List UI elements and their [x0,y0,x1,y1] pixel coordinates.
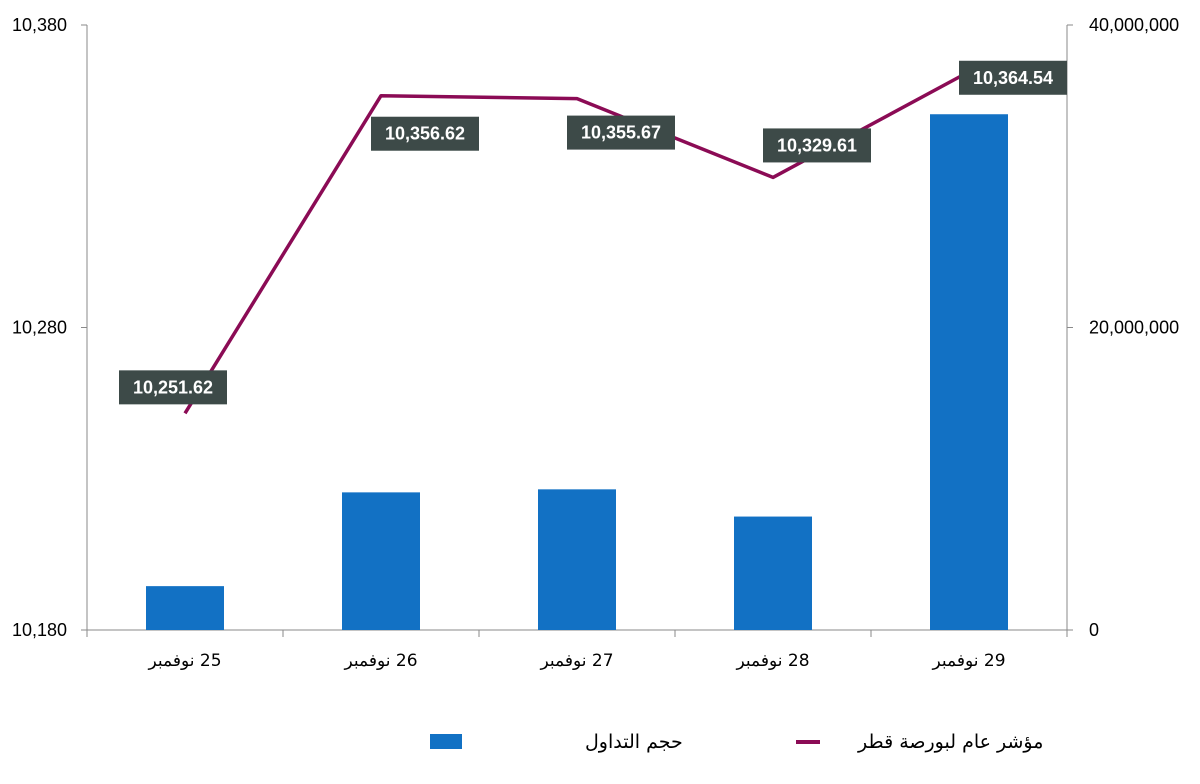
left-tick-label: 10,280 [12,318,67,338]
index-data-label-text: 10,355.67 [581,123,661,143]
volume-bar [930,114,1008,631]
volume-bar [342,492,420,630]
index-data-label: 10,329.61 [763,128,871,163]
index-data-label-text: 10,364.54 [973,68,1053,88]
index-data-label-bg [119,370,227,405]
index-data-label-text: 10,356.62 [385,124,465,144]
x-tick-label: 25 نوفمبر [147,651,221,671]
index-data-label-bg [371,116,479,151]
right-tick-label: 40,000,000 [1089,15,1179,35]
volume-bars [146,114,1008,631]
legend-item-index: مؤشر عام لبورصة قطر [796,731,1043,753]
right-tick-label: 0 [1089,620,1099,640]
data-labels: 10,251.62 10,356.62 10,355.67 10,329.61 10,3… [119,60,1067,405]
index-data-label: 10,355.67 [567,115,675,150]
index-data-label: 10,251.62 [119,370,227,405]
left-tick-label: 10,380 [12,15,67,35]
x-tick-label: 27 نوفمبر [539,651,613,671]
volume-bar [146,586,224,630]
index-data-label-bg [959,60,1067,95]
volume-bar [734,516,812,630]
right-tick-label: 20,000,000 [1089,318,1179,338]
index-data-label-text: 10,329.61 [777,135,857,155]
tick-labels: 10,180 10,280 10,380 0 20,000,000 40,000,000 2… [12,15,1179,671]
volume-bar [538,489,616,630]
index-data-label-bg [763,128,871,163]
legend: مؤشر عام لبورصة قطر حجم التداول [430,731,1043,753]
index-data-label: 10,364.54 [959,60,1067,95]
index-data-label: 10,356.62 [371,116,479,151]
index-data-label-text: 10,251.62 [133,377,213,397]
legend-item-volume: حجم التداول [430,731,683,753]
legend-label-index: مؤشر عام لبورصة قطر [857,731,1043,753]
x-tick-label: 29 نوفمبر [931,651,1005,671]
legend-bar-swatch [430,734,462,749]
x-tick-label: 26 نوفمبر [343,651,417,671]
x-tick-label: 28 نوفمبر [735,651,809,671]
index-data-label-bg [567,115,675,150]
left-tick-label: 10,180 [12,620,67,640]
legend-label-volume: حجم التداول [585,731,683,753]
